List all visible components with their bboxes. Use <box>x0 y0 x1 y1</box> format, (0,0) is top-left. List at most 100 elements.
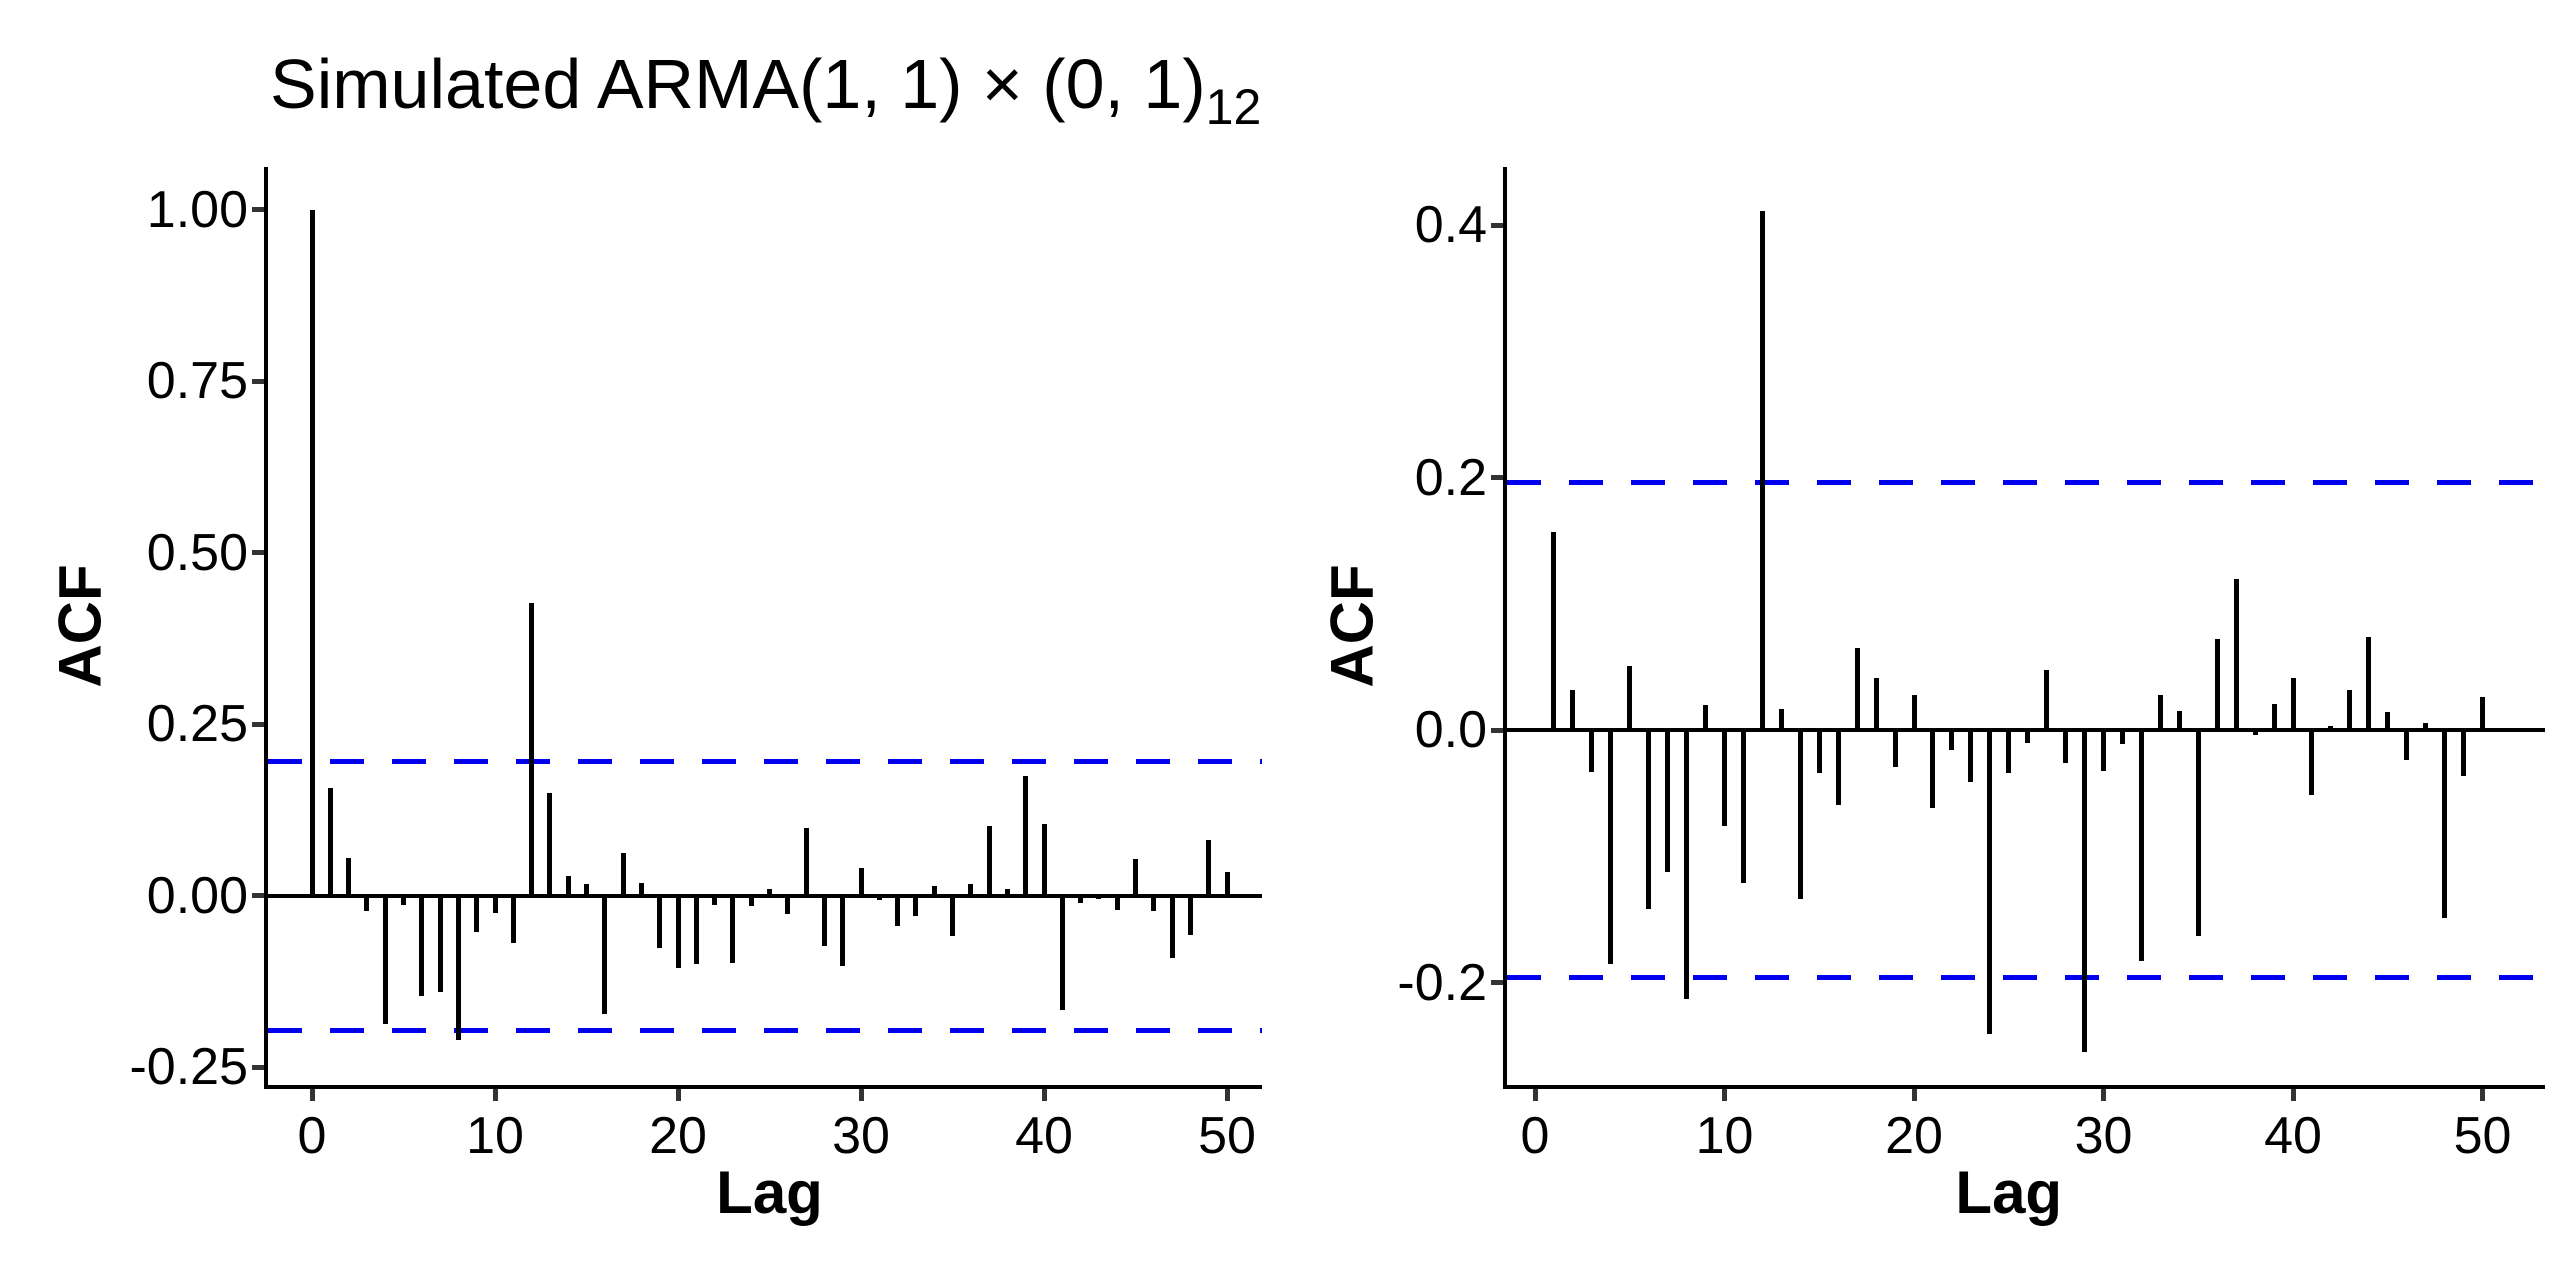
acf-bar <box>510 895 516 943</box>
acf-bar <box>1797 730 1803 900</box>
acf-bar <box>1759 211 1765 731</box>
y-tick-label: 0.2 <box>1414 448 1487 507</box>
acf-bar <box>1570 689 1576 731</box>
acf-bar <box>858 867 864 896</box>
y-tick-mark <box>252 550 264 556</box>
acf-bar <box>2063 730 2069 763</box>
x-tick-label: 30 <box>2074 1107 2133 1165</box>
x-tick-mark <box>675 1089 681 1101</box>
acf-bar <box>547 792 553 896</box>
acf-bar <box>712 895 718 905</box>
acf-bar <box>1722 730 1727 827</box>
x-tick-mark <box>2290 1089 2296 1101</box>
acf-bar <box>565 875 571 896</box>
x-tick-mark <box>492 1089 498 1101</box>
confidence-band-line-lower <box>1507 975 2545 981</box>
y-tick-label: 0.25 <box>146 695 248 754</box>
acf-bar <box>638 882 644 896</box>
acf-bar <box>2195 730 2201 936</box>
acf-bar <box>1949 730 1955 751</box>
acf-bar <box>2385 712 2391 731</box>
acf-bar <box>1930 730 1936 809</box>
acf-bar <box>2290 678 2296 731</box>
y-axis-line <box>264 167 268 1089</box>
x-tick-label: 10 <box>1695 1107 1754 1165</box>
chart-title-subscript: 12 <box>1205 79 1262 135</box>
confidence-band-line-lower <box>268 1027 1262 1033</box>
y-tick-label: 1.00 <box>146 180 248 239</box>
acf-bar <box>2176 711 2182 731</box>
y-tick-mark <box>1491 475 1503 481</box>
acf-bar <box>748 895 754 906</box>
x-axis-title: Lag <box>1955 1159 2063 1226</box>
acf-bar <box>474 895 480 932</box>
x-tick-mark <box>1532 1089 1538 1101</box>
y-tick-mark <box>252 893 264 899</box>
acf-bar <box>1740 730 1746 883</box>
x-tick-mark <box>858 1089 864 1101</box>
acf-bar <box>657 895 663 948</box>
zero-reference-line <box>268 893 1262 898</box>
acf-bar <box>2309 730 2315 795</box>
acf-bar <box>2119 730 2125 745</box>
acf-bar <box>803 827 809 896</box>
y-tick-mark <box>252 207 264 213</box>
acf-bar <box>1608 730 1614 964</box>
acf-bar <box>2233 578 2239 731</box>
x-tick-mark <box>1224 1089 1230 1101</box>
acf-bar <box>1078 895 1084 904</box>
acf-bar <box>2480 697 2485 731</box>
acf-bar <box>419 895 425 997</box>
acf-bar <box>602 895 608 1015</box>
acf-bar <box>1096 895 1102 900</box>
acf-bar <box>309 209 315 896</box>
acf-bar <box>1004 888 1010 896</box>
acf-bar <box>1646 730 1652 910</box>
acf-bar <box>1187 895 1193 935</box>
acf-bar <box>2252 730 2258 736</box>
acf-bar <box>730 895 736 963</box>
acf-bar <box>1816 730 1822 774</box>
acf-bar <box>2214 639 2220 731</box>
x-tick-label: 50 <box>1198 1107 1256 1165</box>
acf-bar <box>2101 730 2106 771</box>
acf-bar <box>2044 669 2050 731</box>
acf-bar <box>2006 730 2012 774</box>
x-tick-label: 20 <box>1885 1107 1943 1165</box>
y-tick-label: -0.2 <box>1397 953 1487 1012</box>
y-tick-mark <box>252 1064 264 1070</box>
acf-bar <box>2366 636 2372 731</box>
acf-bar <box>840 895 846 967</box>
acf-bar <box>1703 704 1709 731</box>
acf-bar <box>876 895 882 900</box>
acf-bar <box>620 853 626 896</box>
acf-bar <box>1059 895 1065 1010</box>
acf-bar <box>364 895 370 911</box>
y-tick-label: 0.0 <box>1414 701 1487 760</box>
y-axis-title: ACF <box>1318 564 1386 688</box>
acf-bar <box>2082 730 2088 1053</box>
y-tick-label: 0.50 <box>146 523 248 582</box>
y-tick-mark <box>252 378 264 384</box>
acf-bar <box>346 857 352 896</box>
y-tick-mark <box>1491 727 1503 733</box>
acf-bar <box>1224 872 1230 896</box>
y-tick-mark <box>1491 222 1503 228</box>
x-axis-title: Lag <box>716 1159 823 1226</box>
acf-bar <box>2157 694 2163 731</box>
x-tick-label: 40 <box>2264 1107 2322 1165</box>
acf-bar <box>968 883 974 896</box>
acf-bar <box>1133 859 1138 896</box>
acf-bar <box>767 888 772 896</box>
acf-bar <box>2138 730 2144 962</box>
acf-bar <box>2271 703 2277 731</box>
acf-bar <box>2461 730 2467 776</box>
x-tick-label: 10 <box>466 1107 524 1165</box>
acf-bar <box>529 603 535 896</box>
acf-bar <box>986 825 992 896</box>
acf-bar <box>931 886 937 896</box>
x-tick-label: 0 <box>297 1107 327 1165</box>
x-axis-line <box>1503 1085 2545 1089</box>
acf-bar <box>1023 776 1029 896</box>
